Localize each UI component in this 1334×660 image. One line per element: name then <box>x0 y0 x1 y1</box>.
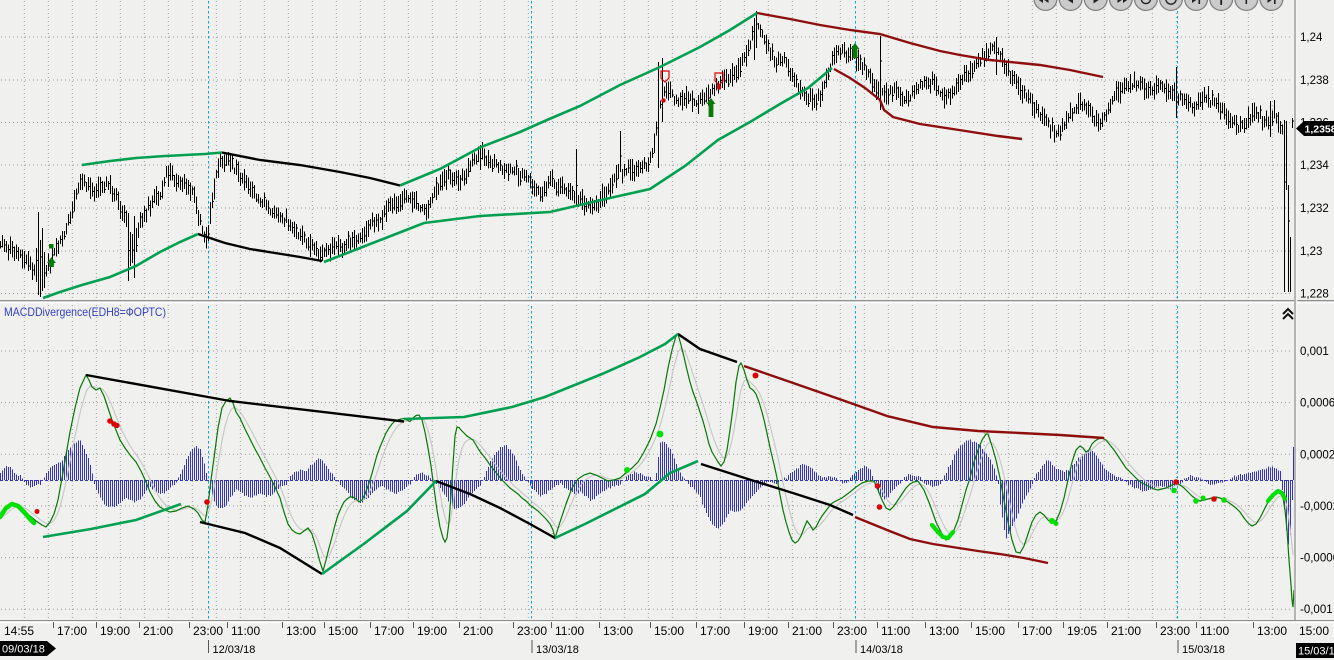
svg-text:0,0006: 0,0006 <box>1300 398 1334 410</box>
svg-text:23:00: 23:00 <box>193 624 223 638</box>
svg-text:0,001: 0,001 <box>1300 346 1329 358</box>
svg-text:11:00: 11:00 <box>231 624 260 638</box>
svg-text:15:00: 15:00 <box>654 624 684 638</box>
svg-text:13:00: 13:00 <box>286 624 316 638</box>
svg-text:19:00: 19:00 <box>417 624 447 638</box>
svg-text:23:00: 23:00 <box>837 624 867 638</box>
svg-text:23:00: 23:00 <box>1160 624 1190 638</box>
svg-text:21:00: 21:00 <box>463 624 493 638</box>
svg-text:15/03/1: 15/03/1 <box>1298 646 1334 658</box>
svg-text:15:00: 15:00 <box>328 624 358 638</box>
svg-text:12/03/18: 12/03/18 <box>213 644 256 656</box>
svg-text:11:00: 11:00 <box>881 624 910 638</box>
svg-text:1,234: 1,234 <box>1300 160 1329 172</box>
svg-text:13:00: 13:00 <box>1257 624 1287 638</box>
svg-text:-0,0002: -0,0002 <box>1300 501 1334 513</box>
svg-text:15:00: 15:00 <box>1299 624 1329 638</box>
svg-text:09/03/18: 09/03/18 <box>2 644 45 656</box>
svg-text:11:00: 11:00 <box>555 624 584 638</box>
svg-text:14/03/18: 14/03/18 <box>860 644 903 656</box>
svg-text:13:00: 13:00 <box>603 624 633 638</box>
svg-text:14:55: 14:55 <box>4 624 34 638</box>
svg-text:17:00: 17:00 <box>57 624 87 638</box>
svg-text:15:00: 15:00 <box>975 624 1005 638</box>
svg-text:19:00: 19:00 <box>748 624 778 638</box>
svg-text:17:00: 17:00 <box>1022 624 1052 638</box>
svg-text:19:00: 19:00 <box>100 624 130 638</box>
svg-text:21:00: 21:00 <box>792 624 822 638</box>
svg-text:19:05: 19:05 <box>1067 624 1097 638</box>
svg-text:11:00: 11:00 <box>1200 624 1229 638</box>
svg-text:-0,001: -0,001 <box>1300 604 1333 616</box>
svg-text:21:00: 21:00 <box>1111 624 1141 638</box>
svg-text:17:00: 17:00 <box>374 624 404 638</box>
svg-text:0,0002: 0,0002 <box>1300 449 1334 461</box>
svg-text:21:00: 21:00 <box>143 624 173 638</box>
svg-text:17:00: 17:00 <box>700 624 730 638</box>
svg-text:MACDDivergence(EDH8=ФОРТС): MACDDivergence(EDH8=ФОРТС) <box>4 305 166 319</box>
svg-text:-0,0006: -0,0006 <box>1300 553 1334 565</box>
svg-text:15/03/18: 15/03/18 <box>1182 644 1225 656</box>
svg-text:13:00: 13:00 <box>929 624 959 638</box>
svg-text:1,228: 1,228 <box>1300 289 1329 301</box>
svg-text:23:00: 23:00 <box>517 624 547 638</box>
svg-text:13/03/18: 13/03/18 <box>536 644 579 656</box>
svg-text:1,232: 1,232 <box>1300 203 1329 215</box>
svg-text:1,24: 1,24 <box>1300 32 1323 44</box>
svg-text:1,23: 1,23 <box>1300 246 1322 258</box>
svg-text:1,238: 1,238 <box>1300 75 1329 87</box>
svg-text:1,2358: 1,2358 <box>1305 124 1334 136</box>
